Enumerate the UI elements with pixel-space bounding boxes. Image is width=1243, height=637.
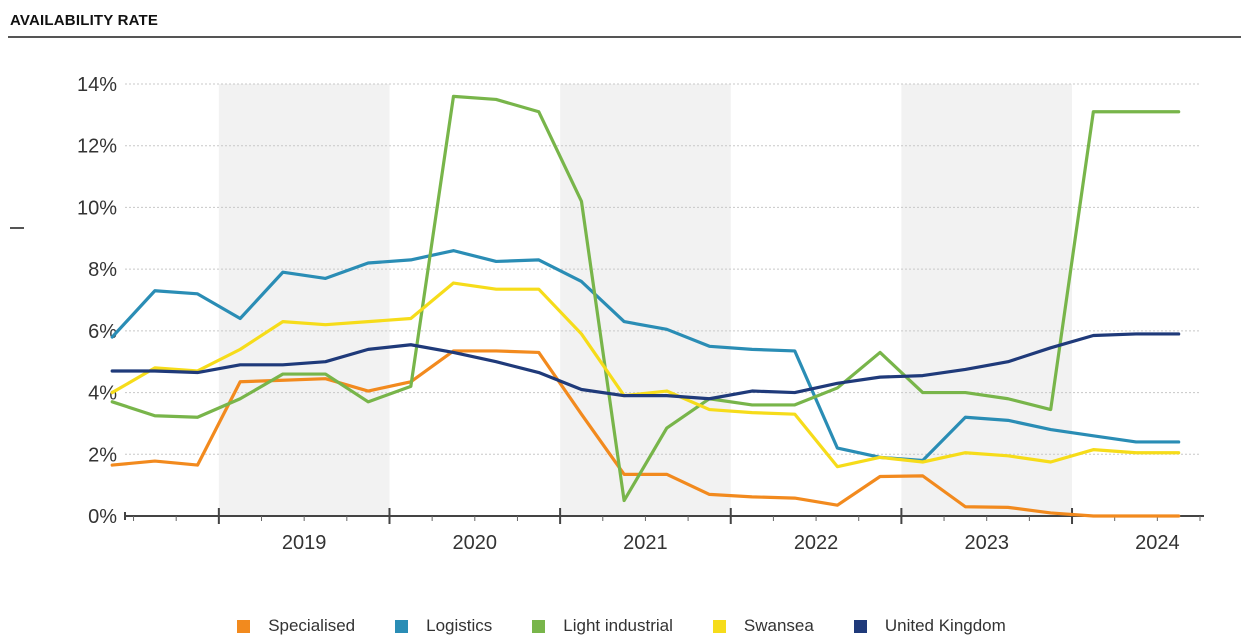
y-tick-label: 10% <box>77 197 117 219</box>
x-tick-label: 2023 <box>964 532 1009 554</box>
legend-label: Light industrial <box>563 616 673 635</box>
y-tick-label: 14% <box>77 74 117 96</box>
legend-swatch <box>237 619 251 633</box>
legend-swatch <box>395 619 409 633</box>
year-band-2019 <box>218 84 390 516</box>
legend-item: Logistics <box>395 616 492 636</box>
series-line-light-industrial <box>110 94 1181 503</box>
series-lines <box>110 94 1181 518</box>
legend-item: Specialised <box>237 616 355 636</box>
legend-item: United Kingdom <box>853 616 1006 636</box>
legend-item: Swansea <box>712 616 814 636</box>
x-tick-label: 2019 <box>282 532 327 554</box>
legend-swatch <box>853 619 867 633</box>
legend-swatch <box>532 619 546 633</box>
title-divider <box>8 36 1241 38</box>
y-tick-label: 2% <box>88 444 117 466</box>
series-line-specialised <box>110 349 1181 518</box>
series-line-swansea <box>110 281 1181 469</box>
year-band-2021 <box>560 84 731 516</box>
legend-label: Logistics <box>426 616 493 635</box>
year-bands <box>218 84 1073 516</box>
side-dash <box>10 227 24 229</box>
x-tick-label: 2022 <box>794 532 839 554</box>
legend: Specialised Logistics Light industrial Swan… <box>0 615 1243 637</box>
legend-label: Specialised <box>268 616 356 635</box>
x-tick-label: 2020 <box>453 532 498 554</box>
x-tick-label: 2024 <box>1135 532 1180 554</box>
legend-swatch <box>712 619 726 633</box>
series-line-united-kingdom <box>110 332 1181 401</box>
legend-label: United Kingdom <box>884 616 1006 635</box>
series-line-logistics <box>110 249 1181 463</box>
y-tick-label: 4% <box>88 383 117 405</box>
legend-label: Swansea <box>743 616 814 635</box>
y-tick-label: 6% <box>88 321 117 343</box>
y-tick-label: 8% <box>88 259 117 281</box>
x-tick-label: 2021 <box>623 532 668 554</box>
x-axis: 2019 2020 2021 2022 2023 2024 <box>124 508 1204 554</box>
y-tick-label: 12% <box>77 136 117 158</box>
y-axis-tick-labels: 0% 2% 4% 6% 8% 10% 12% 14% <box>77 74 117 528</box>
line-chart: 0% 2% 4% 6% 8% 10% 12% 14% 2019 2020 2021 2022 2023… <box>77 74 1204 554</box>
legend-item: Light industrial <box>532 616 673 636</box>
y-tick-label: 0% <box>88 506 117 528</box>
chart-title: AVAILABILITY RATE <box>10 12 159 29</box>
year-band-2023 <box>901 84 1073 516</box>
